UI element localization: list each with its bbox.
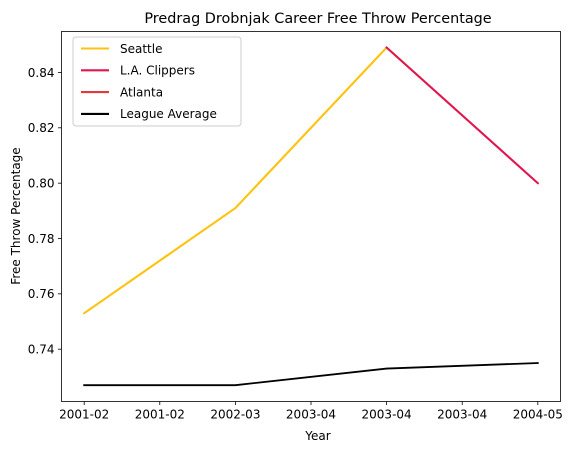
y-tick-label: 0.76	[28, 287, 55, 301]
y-tick-label: 0.78	[28, 232, 55, 246]
series-line-1	[385, 46, 540, 185]
x-tick-label: 2001-02	[135, 408, 185, 422]
x-tick-label: 2002-03	[210, 408, 260, 422]
x-tick-label: 2004-05	[513, 408, 563, 422]
x-tick-label: 2003-04	[437, 408, 487, 422]
chart-title: Predrag Drobnjak Career Free Throw Perce…	[144, 11, 491, 27]
legend-label: Atlanta	[120, 85, 163, 99]
x-axis-label: Year	[304, 429, 330, 443]
legend-label: Seattle	[120, 42, 162, 56]
y-tick-label: 0.80	[28, 176, 55, 190]
legend-box	[72, 36, 242, 127]
y-tick-label: 0.74	[28, 342, 55, 356]
x-tick-label: 2003-04	[286, 408, 336, 422]
x-tick-label: 2001-02	[59, 408, 109, 422]
plot-area	[82, 46, 540, 387]
series-line-3	[83, 362, 539, 387]
series-line-0	[82, 46, 389, 315]
y-axis: 0.74 0.76 0.78 0.80 0.82 0.84	[28, 66, 62, 356]
legend-label: League Average	[120, 107, 217, 121]
legend: Seattle L.A. Clippers Atlanta League Averag…	[72, 36, 242, 127]
x-axis: 2001-02 2001-02 2002-03 2003-04 2003-04 2003-…	[59, 401, 563, 422]
y-tick-label: 0.84	[28, 66, 55, 80]
x-tick-label: 2003-04	[362, 408, 412, 422]
y-axis-label: Free Throw Percentage	[9, 147, 23, 284]
legend-label: L.A. Clippers	[120, 64, 195, 78]
y-tick-label: 0.82	[28, 121, 55, 135]
